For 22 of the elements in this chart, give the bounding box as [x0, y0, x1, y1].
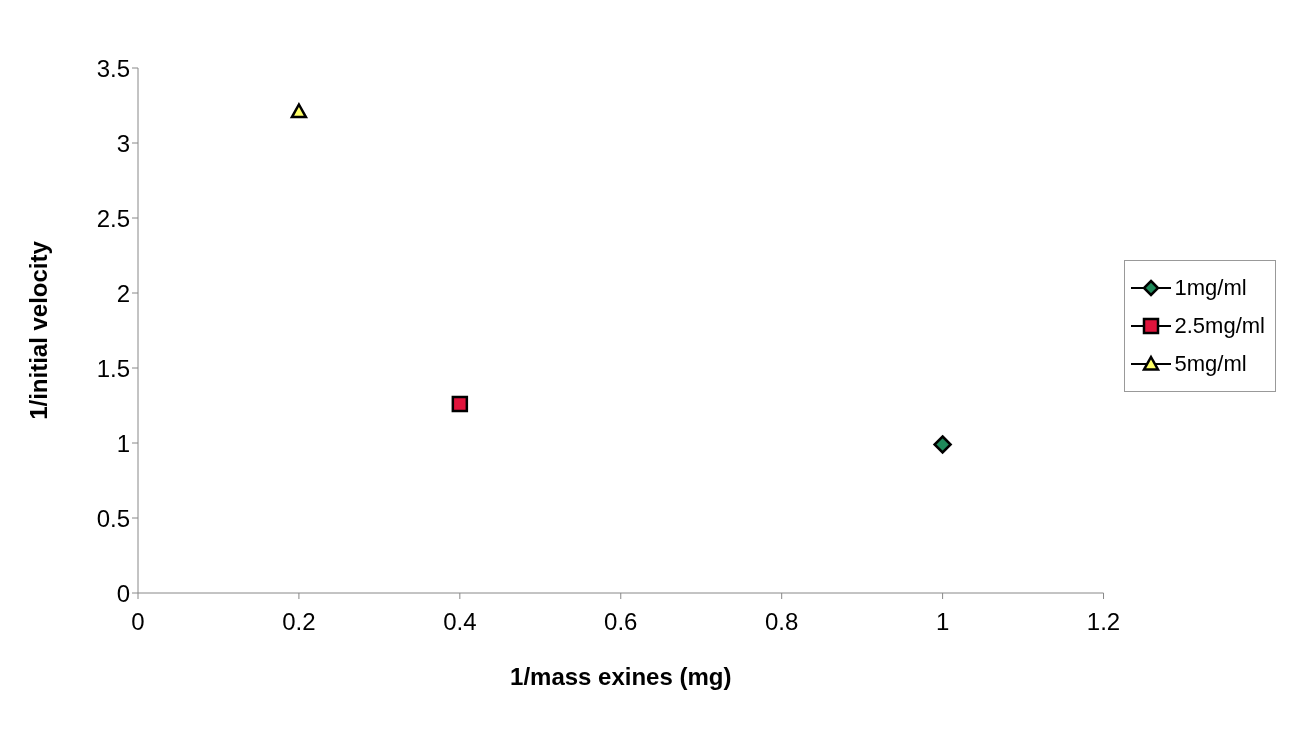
- y-tick-label: 2: [116, 279, 130, 307]
- x-tick-label: 0.4: [443, 608, 477, 636]
- point: [290, 103, 308, 119]
- x-axis-title: 1/mass exines (mg): [510, 663, 732, 690]
- legend-label: 1mg/ml: [1174, 274, 1247, 301]
- x-tick-label: 0.2: [282, 608, 316, 636]
- legend-label: 5mg/ml: [1174, 350, 1247, 377]
- y-tick-label: 0.5: [96, 504, 130, 532]
- legend-label: 2.5mg/ml: [1174, 312, 1265, 339]
- y-tick-label: 2.5: [96, 204, 130, 232]
- y-tick-label: 3.5: [96, 54, 130, 82]
- y-tick-label: 1: [116, 429, 130, 457]
- point: [451, 395, 469, 413]
- point: [933, 435, 952, 454]
- x-tick-label: 1: [935, 608, 950, 636]
- y-tick-label: 1.5: [96, 354, 130, 382]
- x-tick-label: 0.8: [764, 608, 799, 636]
- x-tick-label: 1.2: [1086, 608, 1121, 636]
- y-axis-title: 1/initial velocity: [24, 240, 52, 420]
- x-tick-label: 0.6: [604, 608, 638, 636]
- y-tick-label: 0: [116, 579, 130, 607]
- y-tick-label: 3: [116, 129, 130, 157]
